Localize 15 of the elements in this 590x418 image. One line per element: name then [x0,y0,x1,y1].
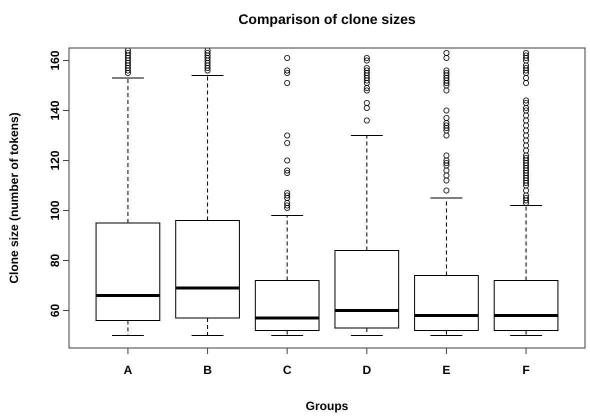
x-tick-label: B [203,363,212,377]
y-tick-label: 160 [48,50,62,71]
y-axis-title: Clone size (number of tokens) [7,112,21,284]
y-tick-label: 60 [48,304,62,318]
y-tick-label: 120 [48,150,62,171]
x-axis-title: Groups [306,399,349,413]
y-tick-label: 80 [48,254,62,268]
x-tick-label: F [522,363,530,377]
x-tick-label: C [282,363,292,377]
y-tick-label: 140 [48,100,62,121]
x-tick-label: E [442,363,450,377]
chart-title: Comparison of clone sizes [238,11,416,27]
y-tick-label: 100 [48,200,62,221]
x-tick-label: D [362,363,372,377]
x-tick-label: A [124,363,133,377]
